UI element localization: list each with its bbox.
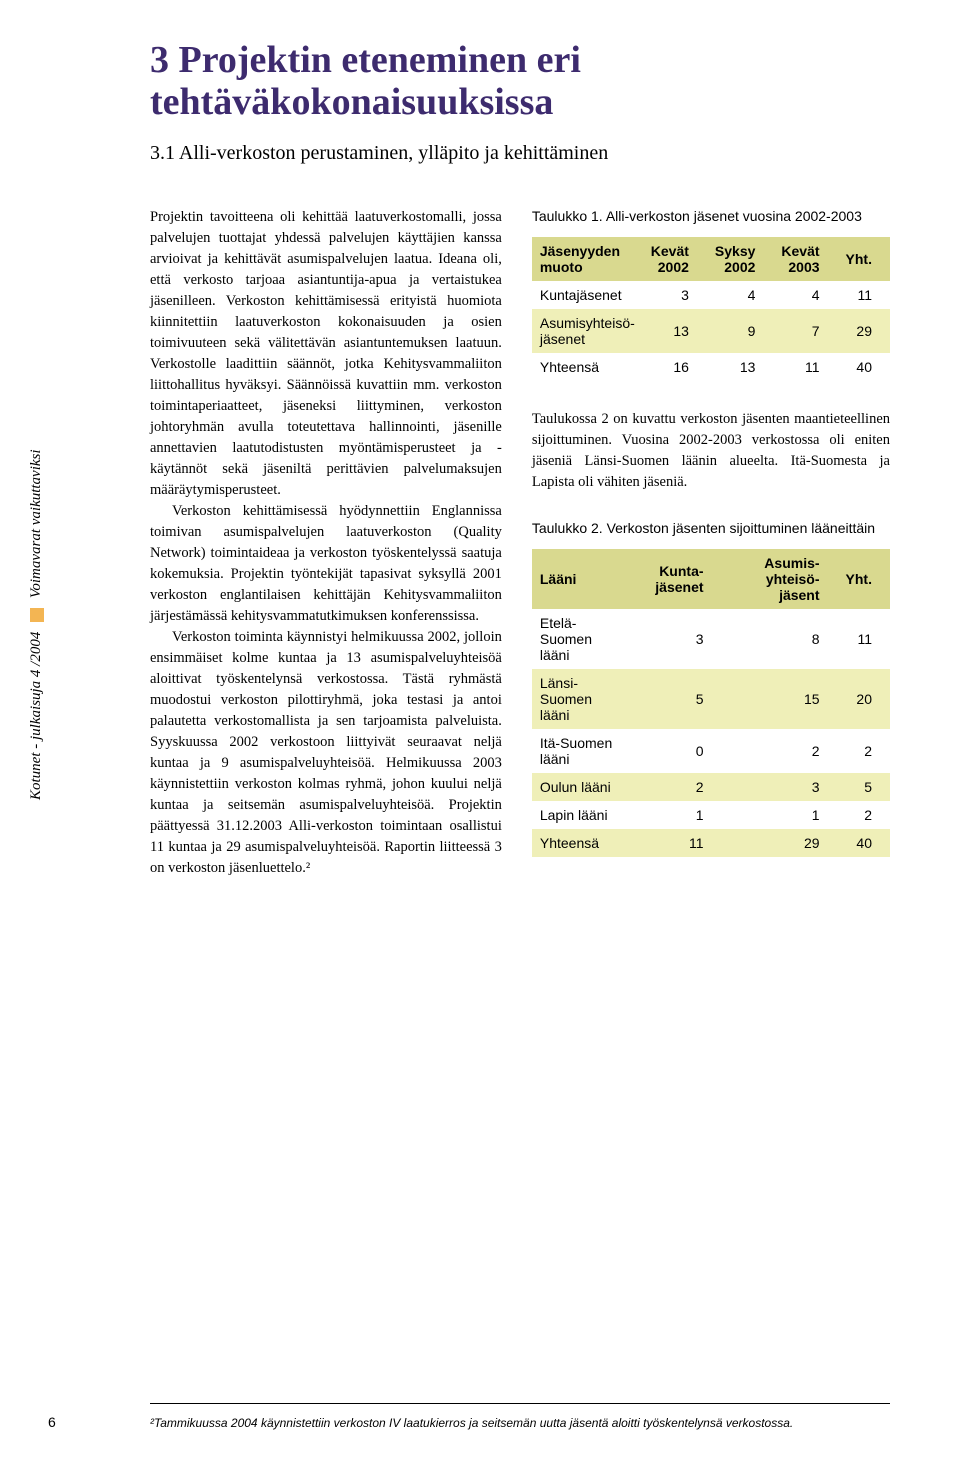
table-row: Kuntajäsenet 3 4 4 11 (532, 281, 890, 309)
table-cell: 0 (631, 729, 722, 773)
table-cell: 1 (722, 801, 838, 829)
table-cell: Kuntajäsenet (532, 281, 643, 309)
table-cell: Itä-Suomen lääni (532, 729, 631, 773)
table-cell: 15 (722, 669, 838, 729)
table2-caption-text: Verkoston jäsenten sijoittuminen lääneit… (607, 520, 876, 536)
table2-header-cell: Lääni (532, 549, 631, 609)
sidebar-marker-icon (30, 608, 44, 622)
table-cell: Yhteensä (532, 829, 631, 857)
table-cell: 1 (631, 801, 722, 829)
table-row: Etelä-Suomen lääni 3 8 11 (532, 609, 890, 669)
body-paragraph: Verkoston toiminta käynnistyi helmikuuss… (150, 627, 502, 879)
table1-header-cell: Yht. (838, 237, 890, 281)
table-cell: 8 (722, 609, 838, 669)
table-row: Itä-Suomen lääni 0 2 2 (532, 729, 890, 773)
table1-caption: Taulukko 1. Alli-verkoston jäsenet vuosi… (532, 207, 890, 225)
table1: Jäsenyyden muoto Kevät 2002 Syksy 2002 K… (532, 237, 890, 381)
chapter-title: 3 Projektin eteneminen eri tehtäväkokona… (70, 40, 890, 124)
footnote-text: ²Tammikuussa 2004 käynnistettiin verkost… (150, 1416, 793, 1430)
table-cell: 4 (707, 281, 773, 309)
body-text-column: Projektin tavoitteena oli kehittää laatu… (150, 207, 502, 885)
table2-caption: Taulukko 2. Verkoston jäsenten sijoittum… (532, 519, 890, 537)
table-cell: 3 (722, 773, 838, 801)
table-cell: Oulun lääni (532, 773, 631, 801)
table2-header-row: Lääni Kunta-jäsenet Asumis-yhteisö-jäsen… (532, 549, 890, 609)
table-cell: 16 (643, 353, 707, 381)
table-cell: 11 (631, 829, 722, 857)
table2-header-cell: Yht. (838, 549, 890, 609)
table-cell: Etelä-Suomen lääni (532, 609, 631, 669)
table-row: Länsi-Suomen lääni 5 15 20 (532, 669, 890, 729)
mid-paragraph: Taulukossa 2 on kuvattu verkoston jäsent… (532, 409, 890, 493)
table2-header-cell: Kunta-jäsenet (631, 549, 722, 609)
table1-header-cell: Syksy 2002 (707, 237, 773, 281)
body-paragraph: Projektin tavoitteena oli kehittää laatu… (150, 207, 502, 501)
sidebar-left-text: Kotunet - julkaisuja 4 /2004 (28, 632, 44, 800)
table-cell: 5 (838, 773, 890, 801)
sidebar-right-text: Voimavarat vaikuttaviksi (28, 449, 44, 598)
table-cell: 4 (773, 281, 837, 309)
table-cell: 13 (643, 309, 707, 353)
tables-column: Taulukko 1. Alli-verkoston jäsenet vuosi… (532, 207, 890, 885)
table-cell: 2 (722, 729, 838, 773)
table-cell: 5 (631, 669, 722, 729)
table1-header-cell: Jäsenyyden muoto (532, 237, 643, 281)
table-cell: 40 (838, 829, 890, 857)
table2: Lääni Kunta-jäsenet Asumis-yhteisö-jäsen… (532, 549, 890, 857)
table-cell: Yhteensä (532, 353, 643, 381)
table-row: Oulun lääni 2 3 5 (532, 773, 890, 801)
table-cell: 29 (722, 829, 838, 857)
table-cell: 2 (631, 773, 722, 801)
table-cell: 2 (838, 729, 890, 773)
table-cell: 11 (838, 609, 890, 669)
content-columns: Projektin tavoitteena oli kehittää laatu… (150, 207, 890, 885)
body-paragraph: Verkoston kehittämisessä hyödynnettiin E… (150, 501, 502, 627)
table-cell: 29 (838, 309, 890, 353)
table-row: Lapin lääni 1 1 2 (532, 801, 890, 829)
section-title: 3.1 Alli-verkoston perustaminen, ylläpit… (70, 142, 890, 165)
table2-caption-label: Taulukko 2. (532, 520, 603, 536)
table-cell: 20 (838, 669, 890, 729)
table1-header-row: Jäsenyyden muoto Kevät 2002 Syksy 2002 K… (532, 237, 890, 281)
table1-caption-label: Taulukko 1. (532, 208, 603, 224)
table-cell: 9 (707, 309, 773, 353)
table-row: Asumisyhteisö-jäsenet 13 9 7 29 (532, 309, 890, 353)
table-cell: 7 (773, 309, 837, 353)
table-cell: Länsi-Suomen lääni (532, 669, 631, 729)
table-cell: 11 (838, 281, 890, 309)
table-cell: Asumisyhteisö-jäsenet (532, 309, 643, 353)
table-cell: 2 (838, 801, 890, 829)
table-cell: 13 (707, 353, 773, 381)
page-number: 6 (48, 1414, 56, 1430)
sidebar-vertical-label: Kotunet - julkaisuja 4 /2004 Voimavarat … (28, 449, 45, 800)
table-cell: 40 (838, 353, 890, 381)
table1-header-cell: Kevät 2002 (643, 237, 707, 281)
table-cell: 3 (643, 281, 707, 309)
table-cell: 3 (631, 609, 722, 669)
table-cell: Lapin lääni (532, 801, 631, 829)
table2-header-cell: Asumis-yhteisö-jäsent (722, 549, 838, 609)
table-row: Yhteensä 11 29 40 (532, 829, 890, 857)
table-row: Yhteensä 16 13 11 40 (532, 353, 890, 381)
footnote-rule (150, 1403, 890, 1404)
table-cell: 11 (773, 353, 837, 381)
table1-caption-text: Alli-verkoston jäsenet vuosina 2002-2003 (606, 208, 862, 224)
table1-header-cell: Kevät 2003 (773, 237, 837, 281)
